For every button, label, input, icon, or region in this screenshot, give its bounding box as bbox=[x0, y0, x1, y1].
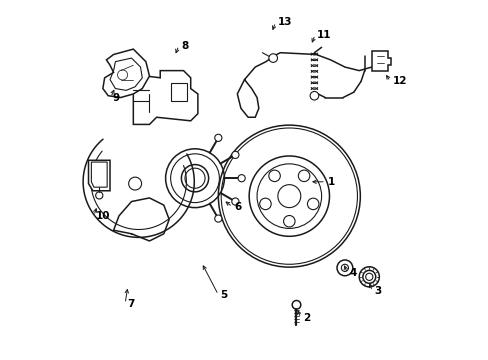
Circle shape bbox=[268, 54, 277, 62]
Circle shape bbox=[309, 91, 318, 100]
Text: 9: 9 bbox=[113, 93, 120, 103]
Text: 5: 5 bbox=[220, 290, 227, 300]
Text: 12: 12 bbox=[392, 76, 407, 86]
Circle shape bbox=[231, 198, 239, 205]
Circle shape bbox=[214, 215, 222, 222]
Circle shape bbox=[214, 134, 222, 141]
Text: 13: 13 bbox=[277, 17, 292, 27]
Polygon shape bbox=[88, 160, 110, 191]
Text: 3: 3 bbox=[374, 286, 381, 296]
Polygon shape bbox=[102, 49, 149, 98]
Text: 2: 2 bbox=[303, 313, 309, 323]
Text: 10: 10 bbox=[96, 211, 110, 221]
Text: 4: 4 bbox=[349, 268, 356, 278]
Polygon shape bbox=[133, 71, 198, 125]
Text: 11: 11 bbox=[317, 30, 331, 40]
Text: 1: 1 bbox=[327, 177, 335, 187]
Text: 8: 8 bbox=[181, 41, 188, 50]
Circle shape bbox=[231, 151, 239, 158]
Circle shape bbox=[238, 175, 244, 182]
Text: 6: 6 bbox=[234, 202, 242, 212]
Text: 7: 7 bbox=[127, 299, 134, 309]
Polygon shape bbox=[371, 51, 390, 71]
